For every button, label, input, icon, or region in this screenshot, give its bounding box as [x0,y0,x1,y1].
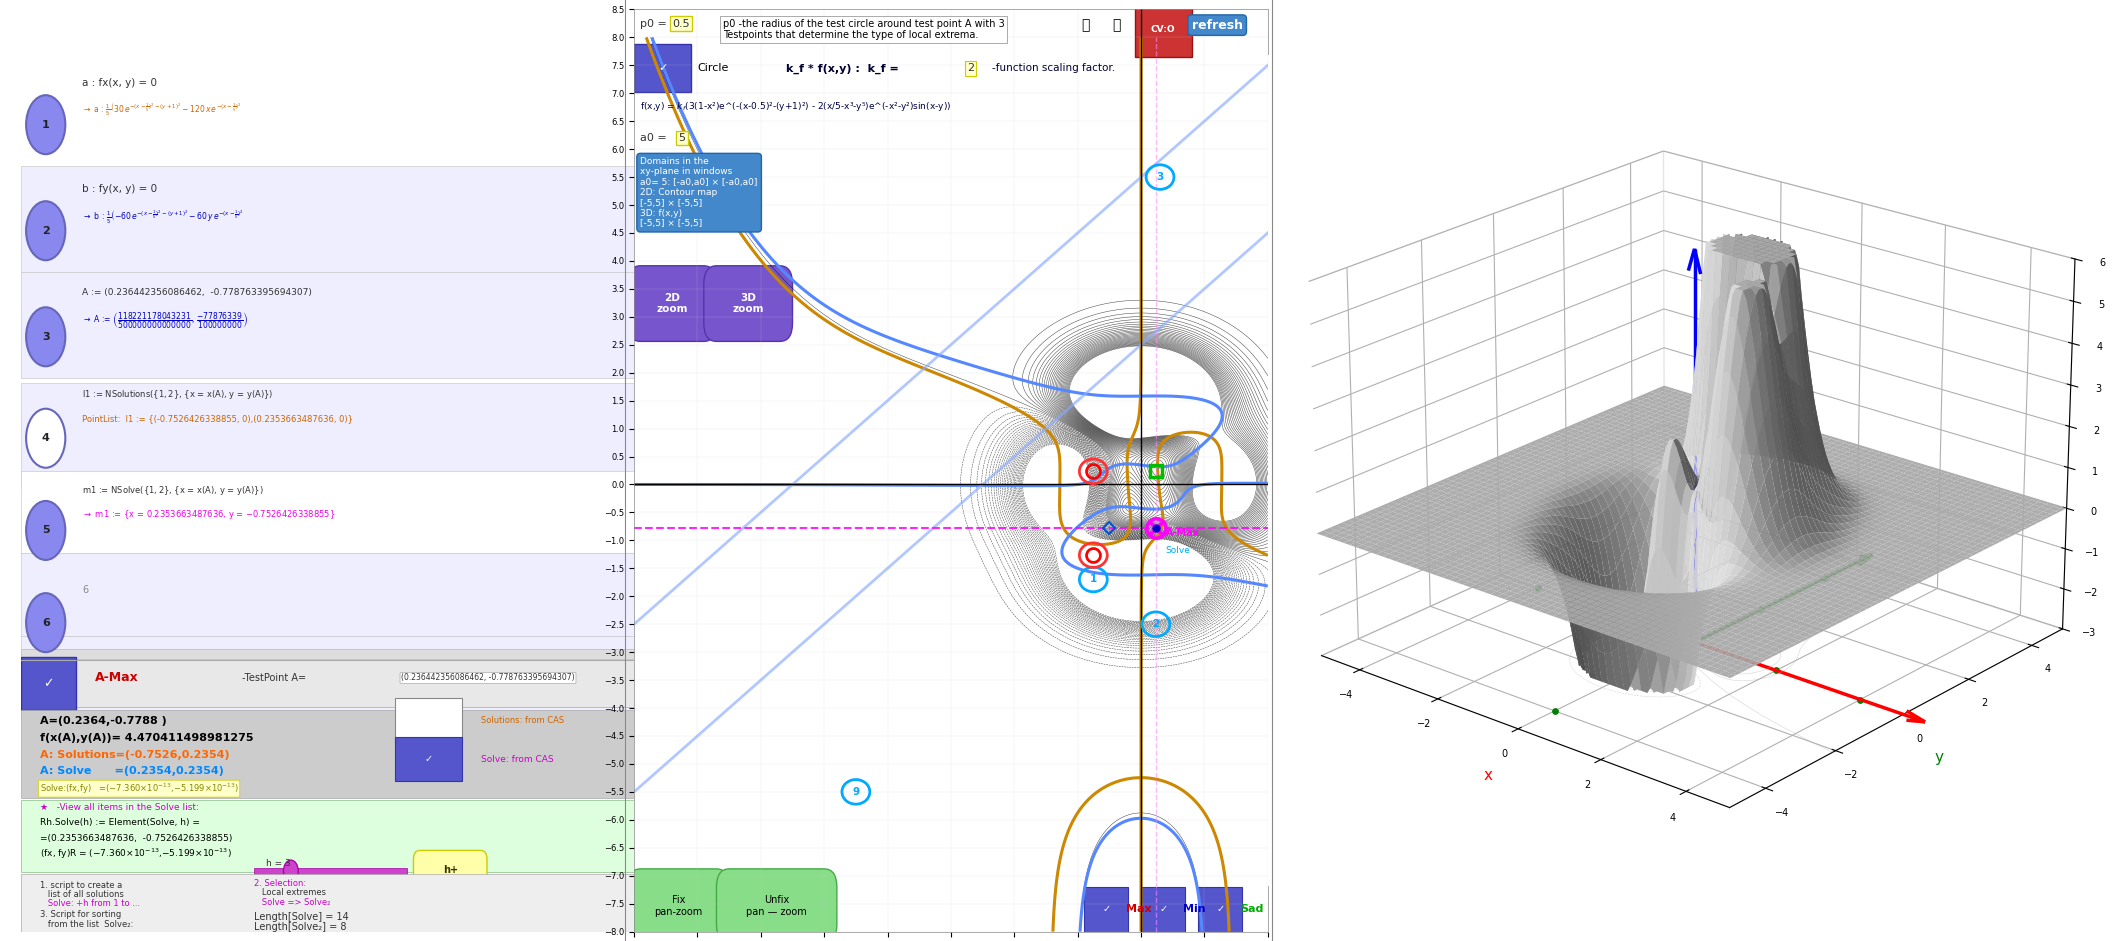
FancyBboxPatch shape [704,265,793,342]
Text: CV:O: CV:O [1151,25,1174,34]
Text: Solve:(fx,fy)   =($-$7.360$\times$10$^{-13}$,$-$5.199$\times$10$^{-13}$): Solve:(fx,fy) =($-$7.360$\times$10$^{-13… [40,781,240,796]
Text: 2: 2 [967,63,973,73]
Text: 🔍: 🔍 [1113,19,1121,33]
Text: Domains in the
xy-plane in windows
a0= 5: [-a0,a0] × [-a0,a0]
2D: Contour map
[-: Domains in the xy-plane in windows a0= 5… [640,157,757,229]
Text: h = 3: h = 3 [267,859,290,868]
FancyBboxPatch shape [21,272,634,378]
Text: f(x,y) = $k_f$(3(1-x²)e^(-(x-0.5)²-(y+1)²) - 2(x/5-x³-y⁵)e^(-x²-y²)sin(x-y)): f(x,y) = $k_f$(3(1-x²)e^(-(x-0.5)²-(y+1)… [640,100,952,113]
FancyBboxPatch shape [628,869,729,941]
FancyBboxPatch shape [717,869,837,941]
FancyBboxPatch shape [1141,887,1185,932]
Text: 6: 6 [42,617,49,628]
Text: 2. Selection:: 2. Selection: [254,879,305,888]
Text: 2: 2 [42,226,49,236]
FancyBboxPatch shape [21,470,634,553]
Text: $\rightarrow$ a : $\frac{1}{5}$$\left(30\,e^{-(x-\frac{1}{5})^2-(y+1)^2}-120\,x\: $\rightarrow$ a : $\frac{1}{5}$$\left(30… [83,100,242,118]
Text: 3: 3 [42,332,49,342]
Text: (fx, fy)R = ($-$7.360$\times$10$^{-13}$,$-$5.199$\times$10$^{-13}$): (fx, fy)R = ($-$7.360$\times$10$^{-13}$,… [40,847,231,861]
Text: A: Solve      =(0.2354,0.2354): A: Solve =(0.2354,0.2354) [40,766,223,776]
FancyBboxPatch shape [21,553,634,636]
Text: A: Solutions=(-0.7526,0.2354): A: Solutions=(-0.7526,0.2354) [40,750,229,759]
Text: Solve: +h from 1 to ...: Solve: +h from 1 to ... [40,900,140,908]
Text: Sad: Sad [1240,904,1264,915]
Text: 5: 5 [678,133,685,143]
Y-axis label: y: y [1933,750,1944,765]
Text: ✓: ✓ [424,754,432,764]
Text: k_f * f(x,y) :  k_f =: k_f * f(x,y) : k_f = [787,63,899,73]
Text: 1: 1 [1090,575,1096,584]
Text: ✓: ✓ [1102,904,1111,915]
Text: $\rightarrow$ m1 := {x = 0.2353663487636, y = $-$0.7526426338855}: $\rightarrow$ m1 := {x = 0.2353663487636… [83,508,335,521]
Text: 0.5: 0.5 [672,19,689,28]
X-axis label: x: x [1484,768,1492,783]
Text: A-Max: A-Max [95,672,138,684]
Text: Circle: Circle [697,63,729,73]
Text: refresh: refresh [1191,19,1242,32]
Circle shape [25,501,66,560]
Text: Solutions: from CAS: Solutions: from CAS [481,716,564,725]
Text: -TestPoint A=: -TestPoint A= [242,673,305,683]
Text: f(x(A),y(A))= 4.470411498981275: f(x(A),y(A))= 4.470411498981275 [40,733,252,743]
FancyBboxPatch shape [634,44,691,92]
FancyBboxPatch shape [394,737,462,781]
Text: Length[Solve₂] = 8: Length[Solve₂] = 8 [254,922,346,932]
Circle shape [25,308,66,366]
Text: Min: Min [1183,904,1206,915]
Text: 2D
zoom: 2D zoom [657,293,687,314]
FancyBboxPatch shape [21,383,634,489]
FancyBboxPatch shape [21,661,634,707]
Text: 4: 4 [42,433,49,443]
Text: a0 =: a0 = [640,133,668,143]
Circle shape [284,860,299,883]
Text: ★   -View all items in the Solve list:: ★ -View all items in the Solve list: [40,803,199,811]
FancyBboxPatch shape [1134,4,1191,57]
Text: Solve => Solve₂: Solve => Solve₂ [254,898,331,906]
Text: Solve: Solve [1166,546,1191,555]
Text: 5: 5 [42,525,49,535]
Text: a : fx(x, y) = 0: a : fx(x, y) = 0 [83,78,157,88]
FancyBboxPatch shape [21,874,634,932]
Text: Solve: from CAS: Solve: from CAS [481,755,553,764]
FancyBboxPatch shape [254,868,407,874]
FancyBboxPatch shape [21,636,634,720]
FancyBboxPatch shape [21,167,634,272]
FancyBboxPatch shape [21,800,634,871]
Text: 3: 3 [1155,172,1164,182]
Text: l1 := NSolutions({$1, $2}, {x = x(A), y = y(A)}): l1 := NSolutions({$1, $2}, {x = x(A), y … [83,389,273,402]
Text: Max: Max [1126,904,1151,915]
Text: 9: 9 [852,787,859,797]
Text: h+: h+ [443,865,458,875]
Text: =(0.2353663487636,  -0.7526426338855): =(0.2353663487636, -0.7526426338855) [40,834,231,843]
FancyBboxPatch shape [394,698,462,742]
Text: A=(0.2364,-0.7788 ): A=(0.2364,-0.7788 ) [40,716,165,726]
Text: $\rightarrow$ b : $\frac{1}{5}$$\left(-60\,e^{-(x-\frac{1}{5})^2-(y+1)^2}-60\,y\: $\rightarrow$ b : $\frac{1}{5}$$\left(-6… [83,208,244,226]
Circle shape [25,201,66,261]
Text: from the list  Solve₂:: from the list Solve₂: [40,919,134,929]
FancyBboxPatch shape [21,657,76,710]
Text: Unfix
pan — zoom: Unfix pan — zoom [746,895,808,917]
Text: PointList:  l1 := {(-0.7526426338855, 0),(0.2353663487636, 0)}: PointList: l1 := {(-0.7526426338855, 0),… [83,414,354,423]
Text: 3. Script for sorting: 3. Script for sorting [40,911,121,919]
FancyBboxPatch shape [628,265,717,342]
Text: ✓: ✓ [1160,904,1168,915]
Text: A := (0.236442356086462,  -0.778763395694307): A := (0.236442356086462, -0.778763395694… [83,288,312,297]
Text: Length[Solve] = 14: Length[Solve] = 14 [254,912,350,922]
Circle shape [25,408,66,468]
Text: ✓: ✓ [657,63,668,73]
Text: A-Max: A-Max [1166,529,1200,538]
Text: -function scaling factor.: -function scaling factor. [992,63,1115,73]
Text: $\rightarrow$ A := $\left(\dfrac{118221178043231}{500000000000000},\,\dfrac{-778: $\rightarrow$ A := $\left(\dfrac{1182211… [83,311,248,331]
Text: (0.236442356086462, -0.778763395694307): (0.236442356086462, -0.778763395694307) [401,674,575,682]
Text: b : fy(x, y) = 0: b : fy(x, y) = 0 [83,184,157,194]
Text: ✓: ✓ [1217,904,1223,915]
Circle shape [25,593,66,652]
Text: p0 =: p0 = [640,19,668,28]
Text: ✓: ✓ [45,677,53,690]
Text: Rh.Solve(h) := Element(Solve, h) =: Rh.Solve(h) := Element(Solve, h) = [40,819,199,827]
FancyBboxPatch shape [413,851,488,889]
Text: 2: 2 [1153,619,1160,630]
Text: 6: 6 [83,585,89,596]
Text: Fix
pan-zoom: Fix pan-zoom [655,895,702,917]
Text: p0 -the radius of the test circle around test point A with 3
Testpoints that det: p0 -the radius of the test circle around… [723,19,1005,40]
Text: 1: 1 [42,120,49,130]
